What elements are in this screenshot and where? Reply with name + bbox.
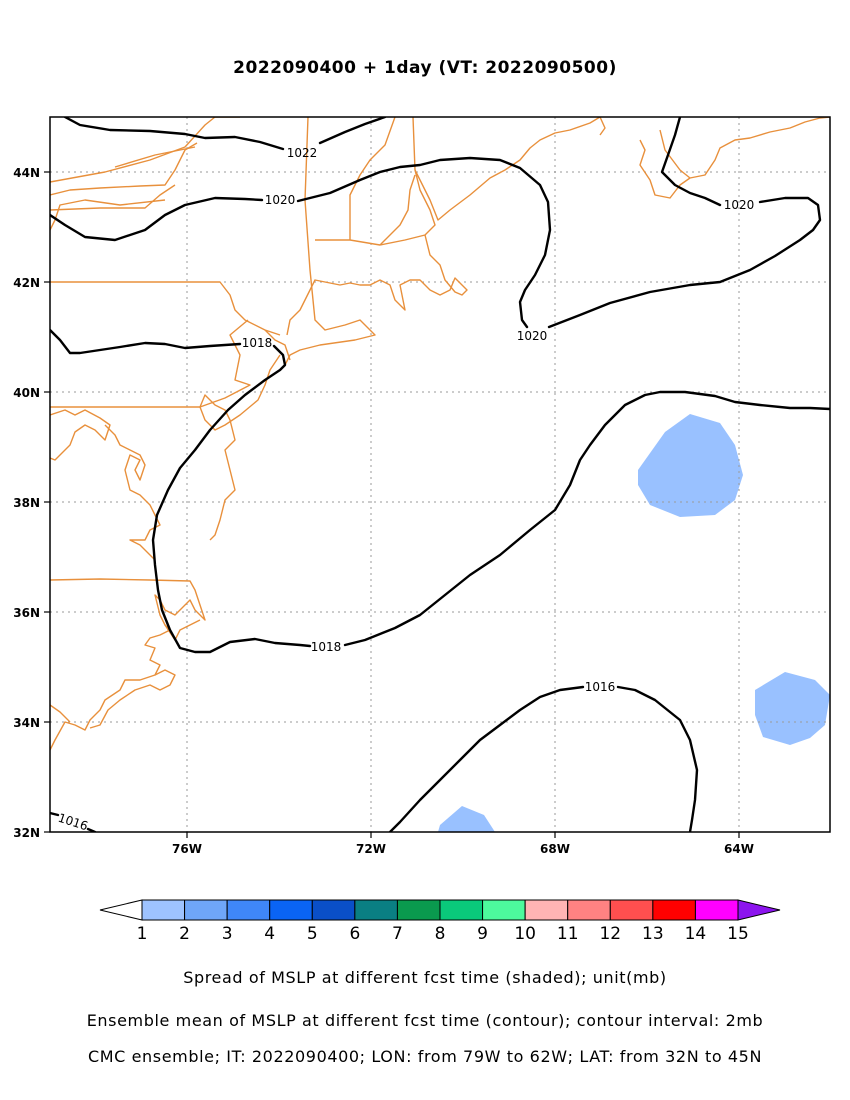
- spread-patch-south: [438, 806, 495, 832]
- contour-1020-east-a: [547, 196, 822, 329]
- y-tick-label: 40N: [13, 386, 40, 400]
- plot-frame: [49, 116, 831, 833]
- y-axis-labels: 44N 42N 40N 38N 36N 34N 32N: [13, 166, 40, 840]
- colorbar-label: 5: [307, 924, 318, 944]
- colorbar-box: [184, 899, 228, 921]
- colorbar-label: 15: [727, 924, 749, 944]
- contour-1020-main: [296, 156, 552, 329]
- colorbar-box: [524, 899, 569, 921]
- y-tick-label: 38N: [13, 496, 40, 510]
- contour-label-1020-west: 1020: [265, 193, 296, 207]
- colorbar-label: 11: [557, 924, 579, 944]
- colorbar-box: [396, 899, 441, 921]
- spread-patch-southeast: [755, 672, 830, 745]
- colorbar-box: [226, 899, 271, 921]
- colorbar-label: 12: [599, 924, 621, 944]
- contour-1018-south: [343, 390, 830, 647]
- y-tick-label: 32N: [13, 826, 40, 840]
- contour-label-1016-corner: 1016: [56, 811, 89, 834]
- contour-1020-west: [50, 196, 264, 242]
- colorbar-box: [652, 899, 696, 921]
- colorbar-label: 2: [179, 924, 190, 944]
- contour-label-1020-center: 1020: [517, 329, 548, 343]
- colorbar-label: 13: [642, 924, 664, 944]
- colorbar-label: 4: [264, 924, 275, 944]
- gridlines: [50, 117, 830, 832]
- contour-label-1022: 1022: [287, 146, 318, 160]
- contour-label-1018-north: 1018: [242, 336, 273, 350]
- colorbar-label: 1: [137, 924, 148, 944]
- spread-patch-east: [638, 414, 743, 517]
- contour-1020-east-b: [660, 117, 722, 207]
- colorbar-box: [439, 899, 484, 921]
- colorbar-label: 8: [435, 924, 446, 944]
- contour-1016-southeast-b: [616, 685, 699, 832]
- colorbar-label: 10: [514, 924, 536, 944]
- y-tick-label: 42N: [13, 276, 40, 290]
- contour-1018-main: [151, 344, 312, 654]
- coastlines-borders: [50, 117, 830, 751]
- contour-label-1018-south: 1018: [311, 640, 342, 654]
- colorbar: 1 2 3 4 5 6 7 8 9 10 11 12 13 14 15: [99, 899, 781, 944]
- contour-1018-north: [50, 328, 242, 355]
- colorbar-box: [141, 899, 186, 921]
- contour-label-1020-east: 1020: [724, 198, 755, 212]
- colorbar-label: 6: [349, 924, 360, 944]
- contour-1022: [63, 117, 285, 151]
- colorbar-label: 14: [685, 924, 707, 944]
- y-tick-label: 44N: [13, 166, 40, 180]
- axis-ticks: [44, 171, 740, 838]
- colorbar-box: [269, 899, 313, 921]
- caption-contour: Ensemble mean of MSLP at different fcst …: [86, 1011, 764, 1030]
- y-tick-label: 36N: [13, 606, 40, 620]
- colorbar-box: [482, 899, 526, 921]
- contour-1016-southeast: [388, 685, 585, 832]
- mslp-contours: [50, 117, 830, 832]
- colorbar-box: [694, 899, 739, 921]
- x-tick-label: 72W: [356, 842, 386, 856]
- colorbar-label: 7: [392, 924, 403, 944]
- x-tick-label: 76W: [172, 842, 202, 856]
- colorbar-max-triangle: [737, 899, 781, 921]
- colorbar-box: [567, 899, 611, 921]
- contour-1016-corner: [50, 811, 60, 817]
- colorbar-label: 9: [477, 924, 488, 944]
- x-tick-label: 64W: [724, 842, 754, 856]
- caption-shaded: Spread of MSLP at different fcst time (s…: [183, 968, 667, 987]
- colorbar-box: [609, 899, 654, 921]
- spread-shading: [438, 414, 830, 832]
- contour-label-1016-east: 1016: [585, 680, 616, 694]
- x-tick-label: 68W: [540, 842, 570, 856]
- colorbar-label: 3: [222, 924, 233, 944]
- colorbar-box: [354, 899, 398, 921]
- colorbar-box: [311, 899, 356, 921]
- colorbar-min-triangle: [99, 899, 143, 921]
- chart-title: 2022090400 + 1day (VT: 2022090500): [233, 58, 617, 78]
- y-tick-label: 34N: [13, 716, 40, 730]
- contour-1022-north: [318, 117, 387, 145]
- caption-ensemble: CMC ensemble; IT: 2022090400; LON: from …: [87, 1047, 763, 1066]
- x-axis-labels: 76W 72W 68W 64W: [172, 842, 754, 856]
